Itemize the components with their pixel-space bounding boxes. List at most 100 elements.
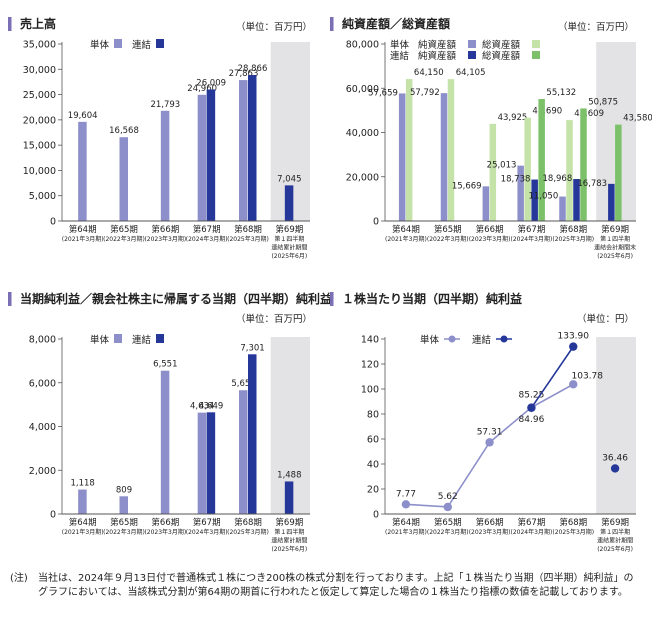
chart3-data-label: 4,649 <box>199 401 223 411</box>
chart2-data-label: 45,609 <box>574 109 604 119</box>
chart2-category-label: 第69期 <box>601 224 629 235</box>
chart4-ytick-label: 140 <box>361 335 379 346</box>
chart2-bar <box>615 124 622 221</box>
chart1-ytick-label: 35,000 <box>23 40 56 51</box>
chart4-category-label: 第69期 <box>601 517 629 528</box>
chart4-legend-swatch <box>448 335 456 343</box>
chart3-bar <box>197 412 207 514</box>
chart1-bar <box>78 121 87 221</box>
chart3-data-label: 7,301 <box>240 343 264 353</box>
chart1-data-label: 24,960 <box>187 84 217 94</box>
chart2-category-label: 第66期 <box>476 224 504 235</box>
chart3-data-label: 1,488 <box>277 470 301 480</box>
chart3-category-label: 第67期 <box>193 517 221 528</box>
chart1-legend-swatch <box>114 39 122 48</box>
chart3-ytick-label: 8,000 <box>29 335 56 346</box>
chart1-category-sublabel: (2025年6月) <box>271 252 307 260</box>
chart2-title: 純資産額／総資産額 <box>342 16 450 31</box>
chart3-legend-swatch <box>114 334 122 343</box>
chart2-legend-label: 総資産額 <box>482 39 521 51</box>
chart2-category-sublabel: (2021年3月期) <box>385 235 427 243</box>
chart3-unit: （単位：百万円） <box>236 313 312 325</box>
chart4-point <box>569 342 578 351</box>
chart3-ytick-label: 0 <box>50 510 56 521</box>
chart3-data-label: 6,551 <box>153 360 177 370</box>
chart2-data-label: 64,105 <box>456 68 486 78</box>
chart2-unit: （単位：百万円） <box>558 21 634 33</box>
chart3-legend-swatch <box>156 334 164 343</box>
chart4-category-sublabel: (2024年3月期) <box>511 528 553 536</box>
chart4-point <box>485 438 494 447</box>
chart4-ytick-label: 100 <box>361 385 379 396</box>
chart1-bar <box>284 185 294 221</box>
chart4-ytick-label: 80 <box>367 410 379 421</box>
chart1-bar <box>248 75 257 222</box>
chart4-ytick-label: 20 <box>367 485 379 496</box>
chart2-bar <box>538 99 545 221</box>
chart1-ytick-label: 20,000 <box>23 115 56 126</box>
chart3-legend-label: 連結 <box>132 334 152 346</box>
chart3-bar <box>160 370 170 514</box>
chart4-category-label: 第67期 <box>518 517 546 528</box>
chart1-legend-label: 連結 <box>132 39 152 51</box>
chart3-bar <box>239 390 248 514</box>
chart2-legend-group: 連結 <box>390 50 410 62</box>
chart4-ytick-label: 0 <box>373 510 379 521</box>
chart3-bar <box>119 496 128 514</box>
chart1-title: 売上高 <box>20 16 56 31</box>
chart4-category-sublabel: 第１四半期 <box>600 528 630 536</box>
chart4-legend-label: 単体 <box>420 334 440 346</box>
chart4-point <box>610 464 620 473</box>
chart1-ytick-label: 15,000 <box>23 141 56 152</box>
chart2-category-label: 第67期 <box>518 224 546 235</box>
chart3-category-label: 第65期 <box>110 517 138 528</box>
chart2-ytick-label: 80,000 <box>346 40 379 51</box>
chart4-point <box>527 403 536 412</box>
chart4-category-label: 第66期 <box>476 517 504 528</box>
chart2-bar <box>447 79 455 221</box>
chart4-shade <box>596 337 636 514</box>
chart2-bar <box>482 186 490 221</box>
chart4-ytick-label: 120 <box>361 360 379 371</box>
chart4-data-label: 85.25 <box>519 390 545 400</box>
chart2-ytick-label: 60,000 <box>346 84 379 95</box>
chart2-bar <box>608 183 615 221</box>
chart3-data-label: 809 <box>116 485 132 495</box>
chart2-bar <box>531 179 538 221</box>
chart4-ytick-label: 40 <box>367 460 379 471</box>
chart4-title: １株当たり当期（四半期）純利益 <box>342 291 522 306</box>
chart1-legend-swatch <box>156 39 164 48</box>
chart2-ytick-label: 0 <box>373 217 379 228</box>
chart1-ytick-label: 10,000 <box>23 166 56 177</box>
chart2-bar <box>517 165 524 221</box>
footnote-text: 当社は、2024年９月13日付で普通株式１株につき200株の株式分割を行っており… <box>38 573 634 598</box>
chart2-category-sublabel: (2025年3月期) <box>552 235 594 243</box>
chart1-data-label: 7,045 <box>277 174 301 184</box>
chart3-category-label: 第69期 <box>275 517 303 528</box>
chart2-ytick-label: 40,000 <box>346 128 379 139</box>
chart3-category-label: 第66期 <box>151 517 179 528</box>
chart1-data-label: 28,866 <box>238 64 268 74</box>
chart3-data-label: 4,634 <box>190 402 214 412</box>
chart4-legend-label: 連結 <box>472 334 492 346</box>
chart4-data-label: 103.78 <box>572 371 604 381</box>
chart2-bar <box>580 108 587 221</box>
chart3-legend-label: 単体 <box>90 334 110 346</box>
chart2-data-label: 57,792 <box>410 88 440 98</box>
chart1-data-label: 19,604 <box>68 111 98 121</box>
chart2-bar <box>566 120 573 221</box>
chart4-data-label: 5.62 <box>438 492 458 502</box>
chart2-data-label: 11,050 <box>529 192 559 202</box>
chart1-category-sublabel: (2024年3月期) <box>186 235 228 243</box>
chart2-legend-label: 総資産額 <box>482 50 521 62</box>
chart2-bar <box>524 117 531 221</box>
chart2-category-sublabel: 第１四半期 <box>600 235 630 243</box>
chart3-bar <box>78 489 87 514</box>
chart3-ytick-label: 4,000 <box>29 422 56 433</box>
chart1-bar <box>160 110 170 221</box>
chart3-category-sublabel: (2025年6月) <box>271 545 307 553</box>
chart2-data-label: 64,150 <box>414 68 444 78</box>
chart1-unit: （単位：百万円） <box>236 21 312 33</box>
chart4-data-label: 133.90 <box>558 332 590 342</box>
chart1-legend-label: 単体 <box>90 39 110 51</box>
